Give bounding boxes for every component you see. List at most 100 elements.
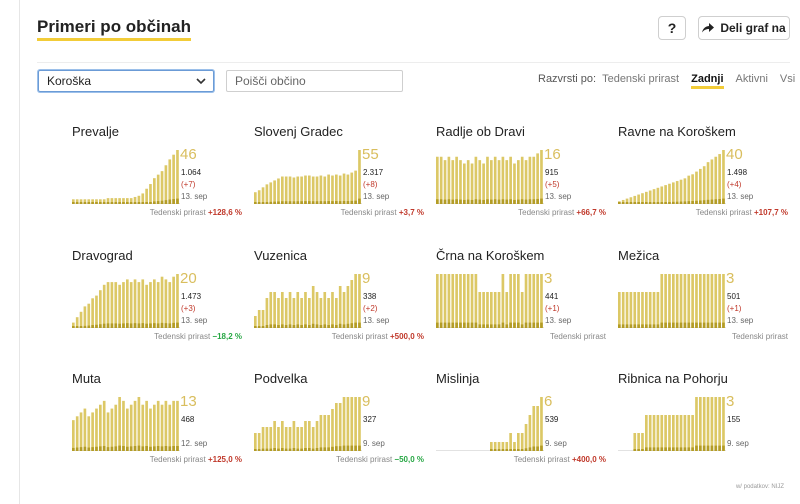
trend-bar	[691, 415, 694, 451]
trend-bar	[505, 292, 509, 328]
region-select[interactable]: Koroška	[38, 70, 214, 92]
trend-bar	[474, 274, 478, 328]
trend-bar-new	[718, 199, 721, 204]
trend-bar	[702, 397, 706, 451]
trend-bar	[524, 274, 528, 328]
trend-bar-new	[540, 445, 543, 451]
trend-bar-new	[470, 322, 474, 328]
trend-bar-new	[95, 202, 98, 204]
trend-bar-new	[133, 202, 137, 204]
weekly-growth-label: Tedenski prirast	[336, 455, 393, 464]
trend-bar-new	[118, 323, 121, 328]
sort-option-weekly[interactable]: Tedenski prirast	[602, 73, 680, 85]
trend-bar-new	[660, 322, 664, 328]
trend-bar	[102, 284, 106, 328]
municipality-name: Vuzenica	[254, 248, 307, 263]
trend-bar	[315, 176, 319, 204]
trend-bar-new	[335, 201, 338, 204]
trend-bar	[652, 189, 656, 204]
trend-bar	[718, 154, 721, 204]
trend-bar-new	[149, 202, 152, 204]
trend-bar	[463, 163, 466, 204]
trend-bar-new	[110, 446, 114, 451]
trend-bar	[79, 199, 83, 204]
trend-bar-new	[718, 322, 721, 328]
trend-chart	[254, 397, 362, 451]
trend-bar	[292, 177, 296, 204]
trend-bar	[691, 174, 694, 204]
trend-bar-new	[126, 202, 129, 204]
trend-bar-new	[149, 446, 152, 451]
trend-bar-new	[358, 322, 361, 328]
weekly-growth-label: Tedenski prirast	[149, 455, 206, 464]
trend-bar-new	[277, 201, 280, 204]
trend-bar-new	[102, 323, 106, 328]
latest-cases: 6	[544, 393, 553, 410]
trend-bar	[706, 162, 710, 204]
trend-bar	[478, 292, 482, 328]
trend-bar-new	[517, 449, 520, 451]
trend-bar-new	[648, 447, 652, 451]
trend-bar	[114, 198, 118, 204]
sort-option-all[interactable]: Vsi	[779, 73, 796, 85]
trend-bar	[493, 292, 497, 328]
trend-bar-new	[114, 202, 118, 204]
trend-bar-new	[75, 326, 79, 328]
trend-bar	[436, 156, 439, 204]
trend-bar	[122, 198, 125, 204]
help-button[interactable]: ?	[658, 16, 686, 40]
trend-bar	[304, 175, 307, 204]
trend-bar-new	[315, 324, 319, 328]
trend-bar	[652, 292, 656, 328]
trend-bar-new	[75, 447, 79, 451]
trend-bar-new	[641, 324, 644, 328]
trend-bar-new	[122, 445, 125, 451]
trend-bar	[288, 427, 292, 451]
trend-bar-new	[668, 447, 671, 451]
trend-bar	[501, 442, 505, 451]
share-button[interactable]: Deli graf na	[698, 16, 790, 40]
trend-bar	[254, 192, 257, 204]
trend-bar-new	[664, 447, 667, 451]
trend-bar-new	[110, 202, 114, 204]
trend-bar-new	[284, 325, 288, 328]
trend-bar-new	[710, 322, 714, 328]
trend-bar-new	[311, 201, 315, 204]
latest-cases: 3	[544, 270, 553, 287]
trend-bar-new	[176, 322, 179, 328]
trend-bar	[455, 274, 458, 328]
sort-option-latest[interactable]: Zadnji	[691, 73, 724, 89]
help-label: ?	[667, 20, 677, 36]
trend-bar	[277, 427, 280, 451]
trend-bar	[699, 274, 702, 328]
latest-cases: 9	[362, 270, 371, 287]
trend-bar	[540, 397, 543, 451]
trend-bar-new	[354, 200, 357, 204]
trend-bar	[679, 179, 683, 204]
trend-bar-new	[660, 447, 664, 451]
municipality-search-input[interactable]	[226, 70, 403, 92]
weekly-growth-value: +400,0 %	[571, 455, 606, 464]
trend-bar-new	[346, 323, 350, 328]
trend-bar-new	[493, 324, 497, 328]
weekly-growth-value: +66,7 %	[576, 208, 606, 217]
trend-bar	[722, 274, 725, 328]
trend-bar	[269, 182, 273, 204]
trend-bar-new	[311, 323, 315, 328]
trend-bar-new	[664, 202, 667, 204]
trend-bar-new	[443, 199, 447, 204]
trend-bar-new	[493, 449, 497, 451]
trend-bar	[490, 442, 493, 451]
sort-option-active[interactable]: Aktivni	[735, 73, 768, 85]
trend-bar-new	[102, 202, 106, 204]
trend-bar-new	[718, 445, 721, 451]
trend-chart	[254, 274, 362, 328]
trend-bar-new	[300, 448, 303, 451]
trend-bar-new	[319, 447, 323, 451]
trend-bar-new	[645, 202, 648, 204]
total-cases: 468	[181, 415, 195, 424]
weekly-growth-label: Tedenski prirast	[549, 332, 606, 341]
trend-bar-new	[443, 322, 447, 328]
trend-bar-new	[106, 447, 110, 451]
trend-bar	[331, 292, 334, 328]
